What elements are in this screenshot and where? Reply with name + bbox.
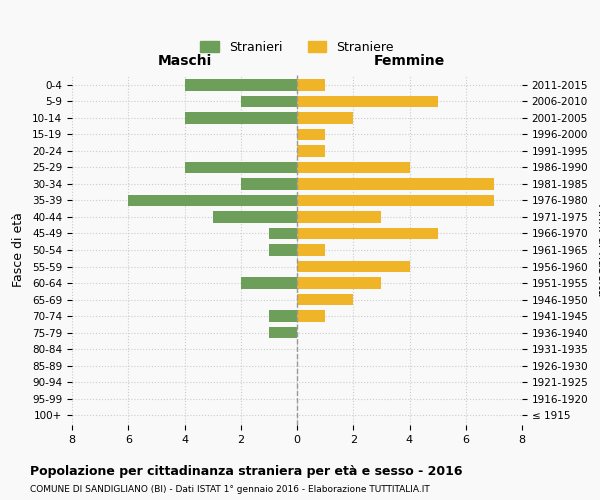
Text: COMUNE DI SANDIGLIANO (BI) - Dati ISTAT 1° gennaio 2016 - Elaborazione TUTTITALI: COMUNE DI SANDIGLIANO (BI) - Dati ISTAT … [30, 485, 430, 494]
Bar [185, 112, 297, 124]
Bar [297, 112, 353, 124]
Text: Femmine: Femmine [374, 54, 445, 68]
Bar [185, 79, 297, 90]
Bar [297, 260, 409, 272]
Bar [269, 327, 297, 338]
Bar [297, 228, 437, 239]
Y-axis label: Fasce di età: Fasce di età [12, 212, 25, 288]
Bar [297, 96, 437, 107]
Bar [269, 228, 297, 239]
Bar [297, 277, 382, 289]
Legend: Stranieri, Straniere: Stranieri, Straniere [195, 36, 399, 59]
Bar [241, 277, 297, 289]
Bar [269, 310, 297, 322]
Bar [297, 211, 382, 223]
Bar [297, 244, 325, 256]
Y-axis label: Anni di nascita: Anni di nascita [595, 204, 600, 296]
Bar [297, 294, 353, 306]
Bar [297, 79, 325, 90]
Bar [297, 194, 494, 206]
Text: Maschi: Maschi [157, 54, 212, 68]
Bar [241, 96, 297, 107]
Bar [212, 211, 297, 223]
Bar [241, 178, 297, 190]
Bar [297, 310, 325, 322]
Bar [297, 162, 409, 173]
Bar [297, 128, 325, 140]
Text: Popolazione per cittadinanza straniera per età e sesso - 2016: Popolazione per cittadinanza straniera p… [30, 465, 463, 478]
Bar [185, 162, 297, 173]
Bar [297, 145, 325, 156]
Bar [128, 194, 297, 206]
Bar [269, 244, 297, 256]
Bar [297, 178, 494, 190]
